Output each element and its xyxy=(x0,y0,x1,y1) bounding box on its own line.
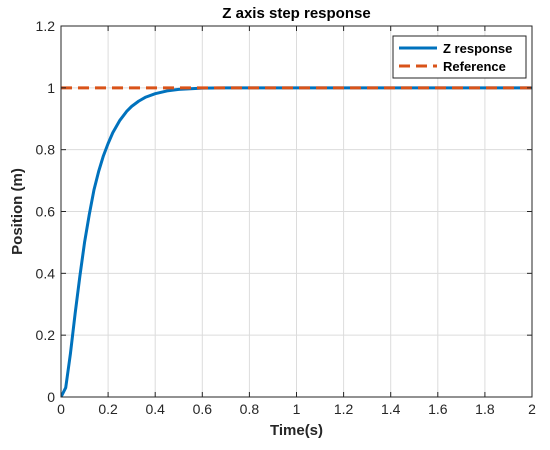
y-tick-label: 0.2 xyxy=(36,327,56,343)
y-tick-label: 1 xyxy=(47,80,55,96)
x-tick-label: 0.2 xyxy=(98,401,118,417)
legend: Z response Reference xyxy=(392,35,527,79)
x-tick-label: 1 xyxy=(293,401,301,417)
y-tick-label: 0.8 xyxy=(36,142,56,158)
axis-ticks: 0 0.2 0.4 0.6 0.8 1 1.2 1.4 1.6 1.8 2 0 0.2 0.4 0.6 0.8… xyxy=(36,18,537,417)
x-tick-label: 0.4 xyxy=(145,401,165,417)
x-tick-label: 0 xyxy=(57,401,65,417)
y-tick-label: 1.2 xyxy=(36,18,56,34)
x-tick-label: 0.6 xyxy=(193,401,213,417)
y-tick-label: 0.6 xyxy=(36,204,56,220)
y-tick-label: 0.4 xyxy=(36,265,56,281)
x-tick-label: 0.8 xyxy=(240,401,260,417)
y-tick-label: 0 xyxy=(47,389,55,405)
legend-label: Reference xyxy=(443,59,506,74)
x-axis-label: Time(s) xyxy=(270,422,323,439)
x-tick-label: 1.8 xyxy=(475,401,495,417)
x-tick-label: 1.2 xyxy=(334,401,354,417)
x-tick-label: 1.4 xyxy=(381,401,401,417)
legend-label: Z response xyxy=(443,41,512,56)
legend-box xyxy=(392,35,527,79)
x-tick-label: 1.6 xyxy=(428,401,448,417)
chart-title: Z axis step response xyxy=(222,5,370,22)
series-layer xyxy=(61,86,532,397)
y-axis-label: Position (m) xyxy=(9,168,26,255)
x-tick-label: 2 xyxy=(528,401,536,417)
